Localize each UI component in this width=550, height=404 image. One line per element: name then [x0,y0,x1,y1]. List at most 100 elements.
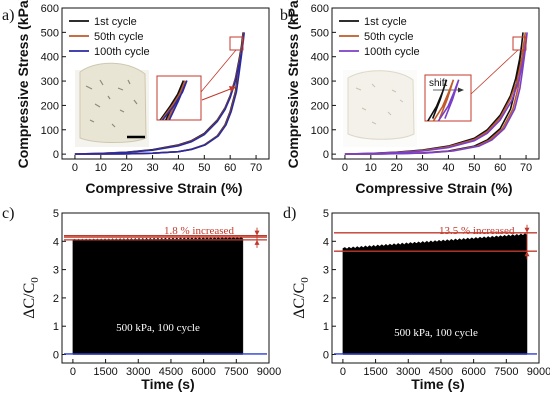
panel-c-ylabel-sub: 0 [29,277,41,283]
panel-b-series-3-line [344,32,528,155]
panel-b-xtick-label: 10 [365,162,377,174]
panel-c-ytick-label: 5 [53,208,59,220]
panel-d-range-arrowhead-bottom [524,251,530,257]
panel-a-ylabel: Compressive Stress (kPa) [15,0,31,168]
panel-b-inset-curves [426,79,460,121]
panel-d-xtick-label: 9000 [527,366,550,378]
panel-c-range-arrowhead-bottom [254,239,260,245]
panel-d-ytick-label: 2 [323,293,329,305]
panel-a-ytick-label: 100 [41,125,59,137]
panel-a-ytick-label: 400 [41,52,59,64]
panel-b-xlabel: Compressive Strain (%) [355,180,512,196]
panel-b-xtick-label: 60 [494,162,506,174]
panel-a-ticks: 0 10 20 30 40 50 60 70 0 100 200 300 400 500 600 [41,3,263,174]
panel-a-inset-series-3 [161,80,188,120]
panel-c-ytick-label: 3 [53,265,59,277]
panel-b-inset-series-2 [432,79,455,121]
panel-b-xtick-label: 20 [391,162,403,174]
panel-a-legend: 1st cycle 50th cycle 100th cycle [69,16,150,58]
panel-c-ytick-label: 4 [53,236,59,248]
panel-c-xtick-label: 4500 [159,366,183,378]
panel-b-zoom-box [512,36,527,51]
panel-b-ticks: 0 10 20 30 40 50 60 70 0 100 200 300 400 500 600 [311,3,533,174]
panel-b-label: b) [280,7,293,24]
panel-c-ytick-label: 0 [53,350,59,362]
panel-c-annotation: 1.8 % increased [164,225,234,237]
panel-b-inset-series-3 [437,79,460,121]
panel-d-xtick-label: 3000 [396,366,420,378]
panel-b-ytick-label: 100 [311,125,329,137]
panel-b-legend: 1st cycle 50th cycle 100th cycle [339,16,420,58]
panel-a-xlabel: Compressive Strain (%) [85,180,242,196]
panel-a-xtick-label: 60 [224,162,236,174]
panel-c-ytick-label: 1 [53,321,59,333]
panel-a-ytick-label: 0 [53,149,59,161]
panel-a: a) Compressive Stress (kPa) Compressive … [2,0,270,196]
panel-c-xtick-label: 1500 [93,366,117,378]
panel-b-ytick-label: 0 [323,149,329,161]
panel-c-range-arrowhead-top [254,230,260,236]
panel-b-inset-series-1 [426,79,448,121]
panel-b-ytick-label: 600 [311,3,329,15]
panel-d-ytick-label: 3 [323,265,329,277]
panel-b-xtick-label: 70 [520,162,532,174]
panel-d-ytick-label: 4 [323,236,329,248]
panel-b-legend-label: 100th cycle [364,46,420,58]
panel-a-xtick-label: 10 [95,162,107,174]
panel-a-xtick-label: 20 [121,162,133,174]
panel-c-frame [61,212,270,364]
panel-d-ylabel-sub: 0 [299,277,311,283]
panel-a-legend-label: 1st cycle [94,16,137,28]
panel-d-ytick-label: 1 [323,321,329,333]
panel-c-label: c) [2,205,14,222]
panel-d-signal [334,224,537,355]
panel-a-ytick-label: 300 [41,76,59,88]
panel-a-inset-connector [200,49,237,93]
panel-b-inset-connector [470,49,519,95]
panel-b-inset-annotation: shift [429,78,448,89]
panel-a-frame [61,7,270,160]
panel-c-cycling-signal [72,236,244,355]
panel-a-xtick-label: 50 [198,162,210,174]
panel-c-ytick-label: 2 [53,293,59,305]
panel-c-xtick-label: 7500 [224,366,248,378]
panel-c-ylabel-main: ΔC/C [21,283,38,319]
panel-a-curves [74,32,245,155]
panel-a-xtick-label: 0 [72,162,78,174]
panel-b-frame [331,7,540,160]
panel-b-legend-label: 1st cycle [364,16,407,28]
panel-b-legend-label: 50th cycle [364,31,414,43]
panel-a-xtick-label: 40 [172,162,184,174]
panel-c-ticks: 0 1500 3000 4500 6000 7500 9000 0 1 2 3 4 5 [53,208,281,378]
panel-b-ytick-label: 400 [311,52,329,64]
panel-a-label: a) [2,7,14,24]
panel-a-inset-arrowhead [229,86,236,92]
panel-a-inset-curves [159,80,188,120]
panel-a-ytick-label: 500 [41,27,59,39]
panel-d-ytick-label: 5 [323,208,329,220]
panel-c-ylabel: ΔC/C0 [21,277,41,319]
panel-d-xtick-label: 7500 [494,366,518,378]
panel-d-xtick-label: 6000 [461,366,485,378]
panel-c-xtick-label: 3000 [126,366,150,378]
panel-d-ylabel: ΔC/C0 [291,277,311,319]
panel-d-label: d) [283,205,296,222]
panel-b-ytick-label: 300 [311,76,329,88]
panel-a-ytick-label: 600 [41,3,59,15]
panel-b-xtick-label: 0 [342,162,348,174]
panel-b-xtick-label: 30 [416,162,428,174]
panel-a-legend-label: 50th cycle [94,31,144,43]
panel-d-frame [331,212,540,364]
panel-d-range-arrowhead-top [524,227,530,233]
panel-c-caption: 500 kPa, 100 cycle [116,322,200,334]
panel-a-legend-label: 100th cycle [94,46,150,58]
panel-d-caption: 500 kPa, 100 cycle [394,327,478,339]
panel-d-cycling-signal [342,233,528,355]
panel-c: c) ΔC/C0 Time (s) 0 1500 3000 4500 6000 7500 9… [2,205,281,392]
panel-b-xtick-label: 50 [468,162,480,174]
panel-a-xtick-label: 30 [146,162,158,174]
panel-c-signal [64,227,267,355]
panel-b-ytick-label: 200 [311,100,329,112]
panel-d-ylabel-main: ΔC/C [291,283,308,319]
